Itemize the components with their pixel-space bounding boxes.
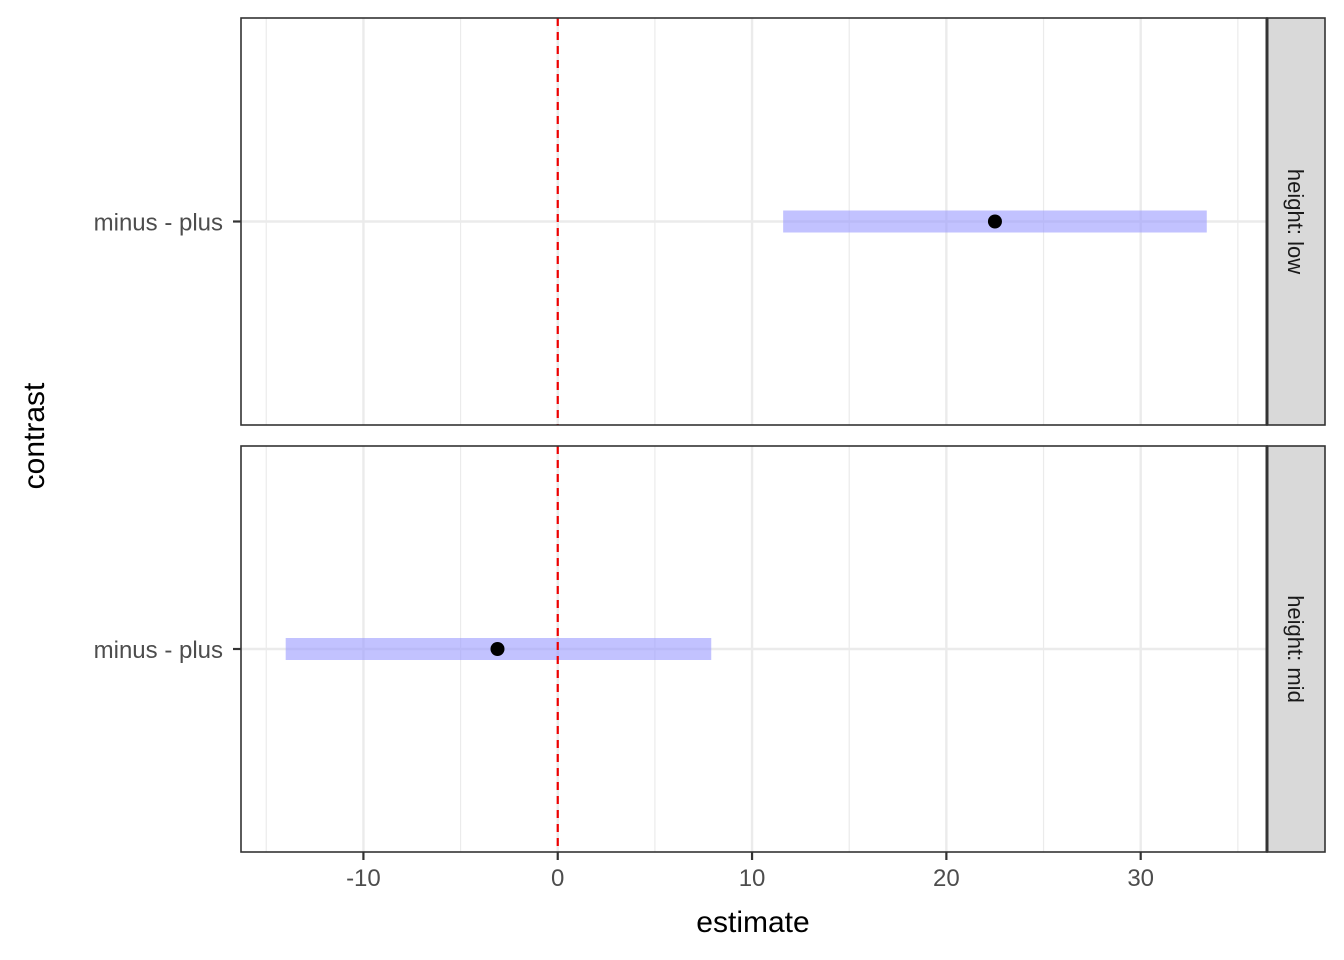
x-axis-title: estimate [696, 906, 809, 939]
x-tick-label: 10 [739, 865, 766, 892]
facet-strip-label: height: mid [1283, 595, 1308, 703]
facet-panel: minus - plus height: mid [94, 445, 1326, 853]
y-tick-label: minus - plus [94, 637, 223, 664]
facet-panel: minus - plus height: low [94, 17, 1326, 426]
facet-strip [1266, 445, 1326, 853]
estimate-point [490, 642, 505, 656]
x-tick-label: -10 [346, 865, 381, 892]
x-tick-label: 20 [933, 865, 960, 892]
facet-strip-label: height: low [1283, 169, 1308, 274]
y-tick-label: minus - plus [94, 210, 223, 237]
facet-panels: minus - plus height: low minus - plus heigh… [94, 17, 1326, 853]
x-tick-label: 0 [551, 865, 564, 892]
estimate-point [987, 214, 1002, 229]
x-tick-label: 30 [1127, 865, 1154, 892]
x-axis: -10 0 10 20 30 [346, 852, 1154, 892]
y-axis-title: contrast [18, 382, 51, 489]
